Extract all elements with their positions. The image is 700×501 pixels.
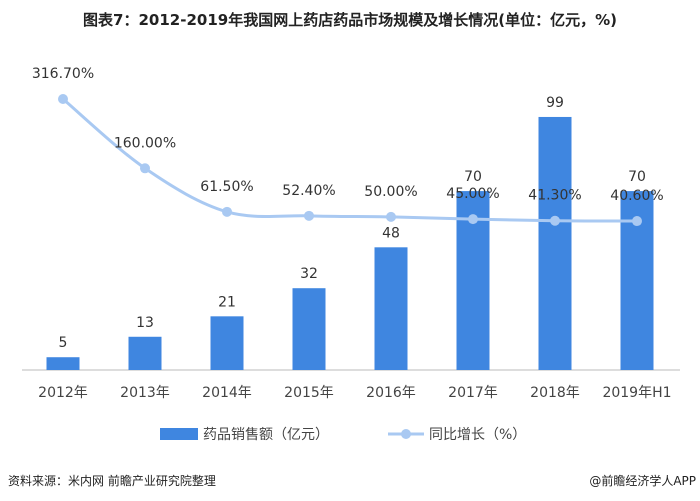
bar-label: 70 (464, 169, 482, 185)
line-point (58, 94, 68, 105)
bar-label: 21 (218, 294, 236, 310)
bar-label: 99 (546, 95, 564, 111)
bar-label: 70 (628, 169, 646, 185)
line-label: 40.60% (610, 188, 663, 204)
line-label: 160.00% (114, 135, 176, 151)
line-point (140, 163, 150, 174)
line-label: 52.40% (282, 183, 335, 199)
line-label: 316.70% (32, 66, 94, 82)
bar-label: 13 (136, 315, 154, 331)
x-tick-label: 2019年H1 (602, 385, 671, 401)
bar (46, 357, 80, 370)
x-tick-label: 2013年 (120, 385, 170, 401)
x-tick-label: 2017年 (448, 385, 498, 401)
line-point (468, 214, 478, 225)
x-tick-label: 2014年 (202, 385, 252, 401)
legend-line-label: 同比增长（%） (429, 427, 526, 443)
line-point (550, 215, 560, 226)
line-label: 61.50% (200, 179, 253, 195)
x-tick-label: 2012年 (38, 385, 88, 401)
x-tick-label: 2016年 (366, 385, 416, 401)
bar (210, 316, 244, 370)
x-tick-label: 2018年 (530, 385, 580, 401)
line-label: 41.30% (528, 188, 581, 204)
line-label: 50.00% (364, 184, 417, 200)
legend-bar-label: 药品销售额（亿元） (203, 427, 329, 443)
source-note: 资料来源：米内网 前瞻产业研究院整理 (8, 474, 216, 488)
credit-note: @前瞻经济学人APP (589, 474, 696, 488)
legend-line-marker (401, 429, 411, 439)
line-point (222, 206, 232, 217)
legend-bar-swatch (160, 428, 198, 440)
bar-label: 5 (59, 335, 68, 351)
bar (128, 336, 162, 370)
line-label: 45.00% (446, 186, 499, 202)
bar (292, 288, 326, 370)
x-tick-label: 2015年 (284, 385, 334, 401)
line-point (386, 211, 396, 222)
line-point (632, 216, 642, 227)
bar (538, 116, 572, 371)
bar (374, 247, 408, 370)
bar-label: 32 (300, 266, 318, 282)
chart-title: 图表7：2012-2019年我国网上药店药品市场规模及增长情况(单位：亿元，%) (83, 11, 617, 29)
bar-label: 48 (382, 225, 400, 241)
line-point (304, 210, 314, 221)
